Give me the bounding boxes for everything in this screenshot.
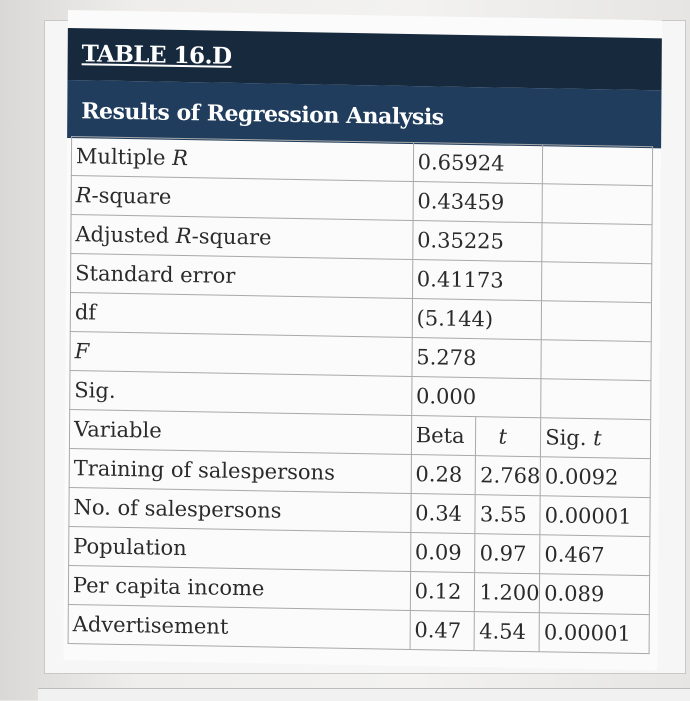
empty-cell [541,300,652,342]
beta-value: 0.34 [410,493,476,534]
t-value: 2.768 [475,455,541,496]
stat-value: 5.278 [411,337,542,379]
stat-label: F [69,331,412,377]
empty-cell [541,222,653,264]
stat-value: 0.43459 [412,181,543,223]
sig-value: 0.467 [539,534,650,576]
beta-header: Beta [411,415,477,456]
empty-cell [542,144,653,186]
stat-label: Multiple R [71,136,414,182]
variable-name: Per capita income [68,565,411,611]
variable-name: Training of salespersons [69,448,412,494]
t-value: 3.55 [475,494,541,535]
stat-label: R-square [71,175,414,221]
beta-value: 0.28 [410,454,476,495]
t-value: 1.200 [474,572,540,613]
empty-cell [540,378,651,420]
t-header: t [475,416,541,457]
beta-value: 0.09 [410,532,476,573]
stat-value: (5.144) [411,298,542,340]
stat-label: df [70,292,413,338]
sig-value: 0.00001 [539,612,650,654]
empty-cell [542,183,653,225]
variable-name: Advertisement [68,604,411,650]
variable-header: Variable [69,409,412,455]
stat-value: 0.35225 [412,220,543,262]
variable-name: No. of salespersons [68,487,411,533]
empty-cell [541,261,652,303]
stat-value: 0.65924 [413,142,543,184]
beta-value: 0.12 [410,571,476,612]
stat-value: 0.41173 [412,259,542,301]
stat-value: 0.000 [411,376,542,418]
stat-label: Adjusted R-square [70,214,413,260]
sig-t-header: Sig. t [540,417,651,459]
t-value: 4.54 [474,611,540,652]
next-panel-edge [38,688,690,701]
stat-label: Standard error [70,253,413,299]
sig-value: 0.0092 [540,456,651,498]
table-sheet: TABLE 16.D Results of Regression Analysi… [63,10,662,671]
t-value: 0.97 [475,533,541,574]
table-title: TABLE 16.D [81,40,232,70]
sig-value: 0.089 [539,573,650,615]
table-subtitle: Results of Regression Analysis [81,98,444,131]
beta-value: 0.47 [409,610,475,651]
sig-value: 0.00001 [540,495,651,537]
regression-table: Multiple R 0.65924 R-square 0.43459 Adju… [68,136,654,654]
variable-name: Population [68,526,411,572]
empty-cell [541,339,652,381]
stat-label: Sig. [69,370,412,416]
